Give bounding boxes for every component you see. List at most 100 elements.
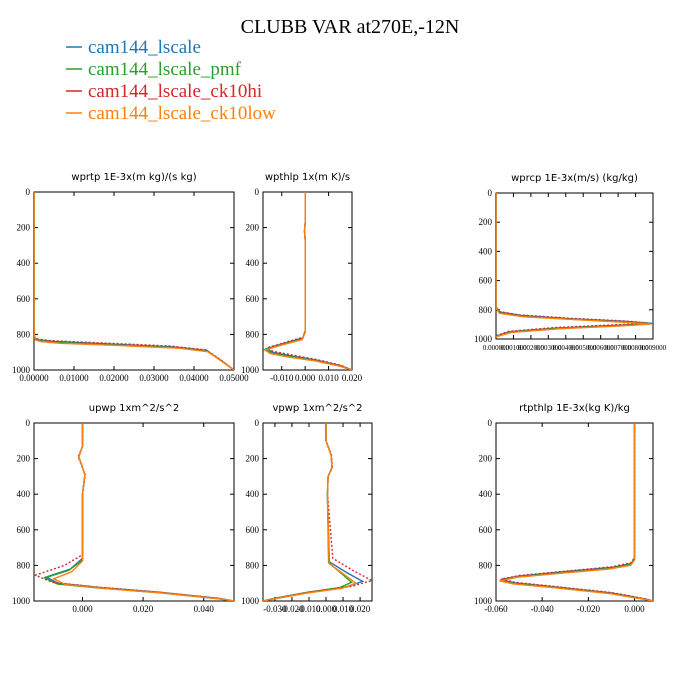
series-line-2 <box>265 192 352 370</box>
y-tick-label: 200 <box>246 454 260 464</box>
y-tick-label: 1000 <box>12 365 31 375</box>
y-tick-label: 200 <box>246 223 260 233</box>
y-tick-label: 400 <box>246 489 260 499</box>
y-tick-label: 1000 <box>474 596 493 606</box>
y-tick-label: 0 <box>26 187 31 197</box>
series-line-3 <box>263 423 358 601</box>
y-tick-label: 0 <box>255 187 260 197</box>
x-tick-label: 0.001000 <box>500 344 527 352</box>
legend-entry-1: cam144_lscale_pmf <box>88 59 242 80</box>
x-tick-label: 0.003000 <box>535 344 562 352</box>
x-tick-label: 0.000 <box>316 604 337 614</box>
y-tick-label: 400 <box>479 246 493 256</box>
series-line-1 <box>263 192 352 370</box>
x-tick-label: 0.01000 <box>59 373 89 383</box>
x-tick-label: 0.04000 <box>179 373 209 383</box>
panel-title: wprcp 1E-3x(m/s) (kg/kg) <box>511 173 638 184</box>
series-line-0 <box>263 423 365 601</box>
x-tick-label: -0.020 <box>577 604 601 614</box>
x-tick-label: 0.000 <box>295 373 316 383</box>
panel-title: wprtp 1E-3x(m kg)/(s kg) <box>71 172 196 183</box>
y-tick-label: 1000 <box>241 365 260 375</box>
series-line-3 <box>263 192 352 370</box>
series-line-0 <box>264 192 352 370</box>
x-tick-label: 0.020 <box>350 604 371 614</box>
panel-title: vpwp 1xm^2/s^2 <box>272 403 362 414</box>
x-tick-label: -0.010 <box>297 604 321 614</box>
series-line-3 <box>499 423 653 601</box>
y-tick-label: 800 <box>246 329 260 339</box>
y-tick-label: 400 <box>479 489 493 499</box>
panel-title: rtpthlp 1E-3x(kg K)/kg <box>519 403 630 414</box>
x-tick-label: 0.010 <box>333 604 354 614</box>
y-tick-label: 1000 <box>474 334 493 344</box>
x-tick-label: 0.05000 <box>219 373 249 383</box>
series-line-3 <box>51 423 234 601</box>
series-line-1 <box>42 423 234 601</box>
y-tick-label: 200 <box>17 223 31 233</box>
plot-frame <box>262 191 353 371</box>
series-line-0 <box>44 423 234 601</box>
panel-title: upwp 1xm^2/s^2 <box>89 403 179 414</box>
y-tick-label: 0 <box>488 188 493 198</box>
x-tick-label: 0.020 <box>342 373 363 383</box>
x-tick-label: 0.000000 <box>483 344 510 352</box>
x-tick-label: 0.03000 <box>139 373 169 383</box>
series-line-1 <box>500 423 653 601</box>
x-tick-label: -0.040 <box>531 604 555 614</box>
plot-frame <box>33 422 235 602</box>
y-tick-label: 600 <box>246 525 260 535</box>
x-tick-label: -0.010 <box>270 373 294 383</box>
series-line-0 <box>500 423 653 601</box>
series-line-3 <box>496 193 652 338</box>
plot-frame <box>495 422 654 602</box>
x-tick-label: 0.006000 <box>588 344 615 352</box>
x-tick-label: 0.005000 <box>570 344 597 352</box>
panels: wprtp 1E-3x(m kg)/(s kg) 0 200 400 600 800 100… <box>12 172 667 614</box>
y-tick-label: 200 <box>479 454 493 464</box>
y-tick-label: 800 <box>17 329 31 339</box>
y-tick-label: 600 <box>479 276 493 286</box>
panel-3: upwp 1xm^2/s^2 0 200 400 600 800 1000 0.000 0.02… <box>12 403 235 614</box>
y-tick-label: 0 <box>26 418 31 428</box>
x-tick-label: 0.000 <box>72 604 93 614</box>
y-tick-label: 1000 <box>12 596 31 606</box>
y-tick-label: 400 <box>246 258 260 268</box>
x-tick-label: -0.060 <box>484 604 508 614</box>
legend-entry-2: cam144_lscale_ck10hi <box>88 81 262 102</box>
y-tick-label: 400 <box>17 489 31 499</box>
y-tick-label: 600 <box>479 525 493 535</box>
series-line-1 <box>263 423 353 601</box>
x-tick-label: -0.030 <box>263 604 287 614</box>
x-tick-label: 0.00000 <box>19 373 49 383</box>
series-line-2 <box>263 423 372 601</box>
x-tick-label: 0.002000 <box>518 344 545 352</box>
panel-0: wprtp 1E-3x(m kg)/(s kg) 0 200 400 600 800 100… <box>12 172 249 383</box>
x-tick-label: 0.040 <box>194 604 215 614</box>
x-tick-label: -0.020 <box>280 604 304 614</box>
x-tick-label: 0.02000 <box>99 373 129 383</box>
x-tick-label: 0.000 <box>624 604 645 614</box>
y-tick-label: 1000 <box>241 596 260 606</box>
y-tick-label: 800 <box>479 305 493 315</box>
plot-frame <box>262 422 373 602</box>
plot-frame <box>495 192 654 340</box>
y-tick-label: 200 <box>17 454 31 464</box>
x-tick-label: 0.009000 <box>640 344 667 352</box>
y-tick-label: 600 <box>17 294 31 304</box>
figure-title: CLUBB VAR at270E,-12N <box>241 16 460 38</box>
y-tick-label: 600 <box>246 294 260 304</box>
x-tick-label: 0.020 <box>133 604 154 614</box>
y-tick-label: 0 <box>255 418 260 428</box>
x-tick-label: 0.004000 <box>553 344 580 352</box>
series-line-3 <box>34 192 234 370</box>
y-tick-label: 200 <box>479 217 493 227</box>
legend-entry-0: cam144_lscale <box>88 37 201 58</box>
panel-5: rtpthlp 1E-3x(kg K)/kg02004006008001000-… <box>474 403 654 614</box>
y-tick-label: 800 <box>246 560 260 570</box>
y-tick-label: 600 <box>17 525 31 535</box>
y-tick-label: 800 <box>17 560 31 570</box>
legend-entry-3: cam144_lscale_ck10low <box>88 103 276 124</box>
